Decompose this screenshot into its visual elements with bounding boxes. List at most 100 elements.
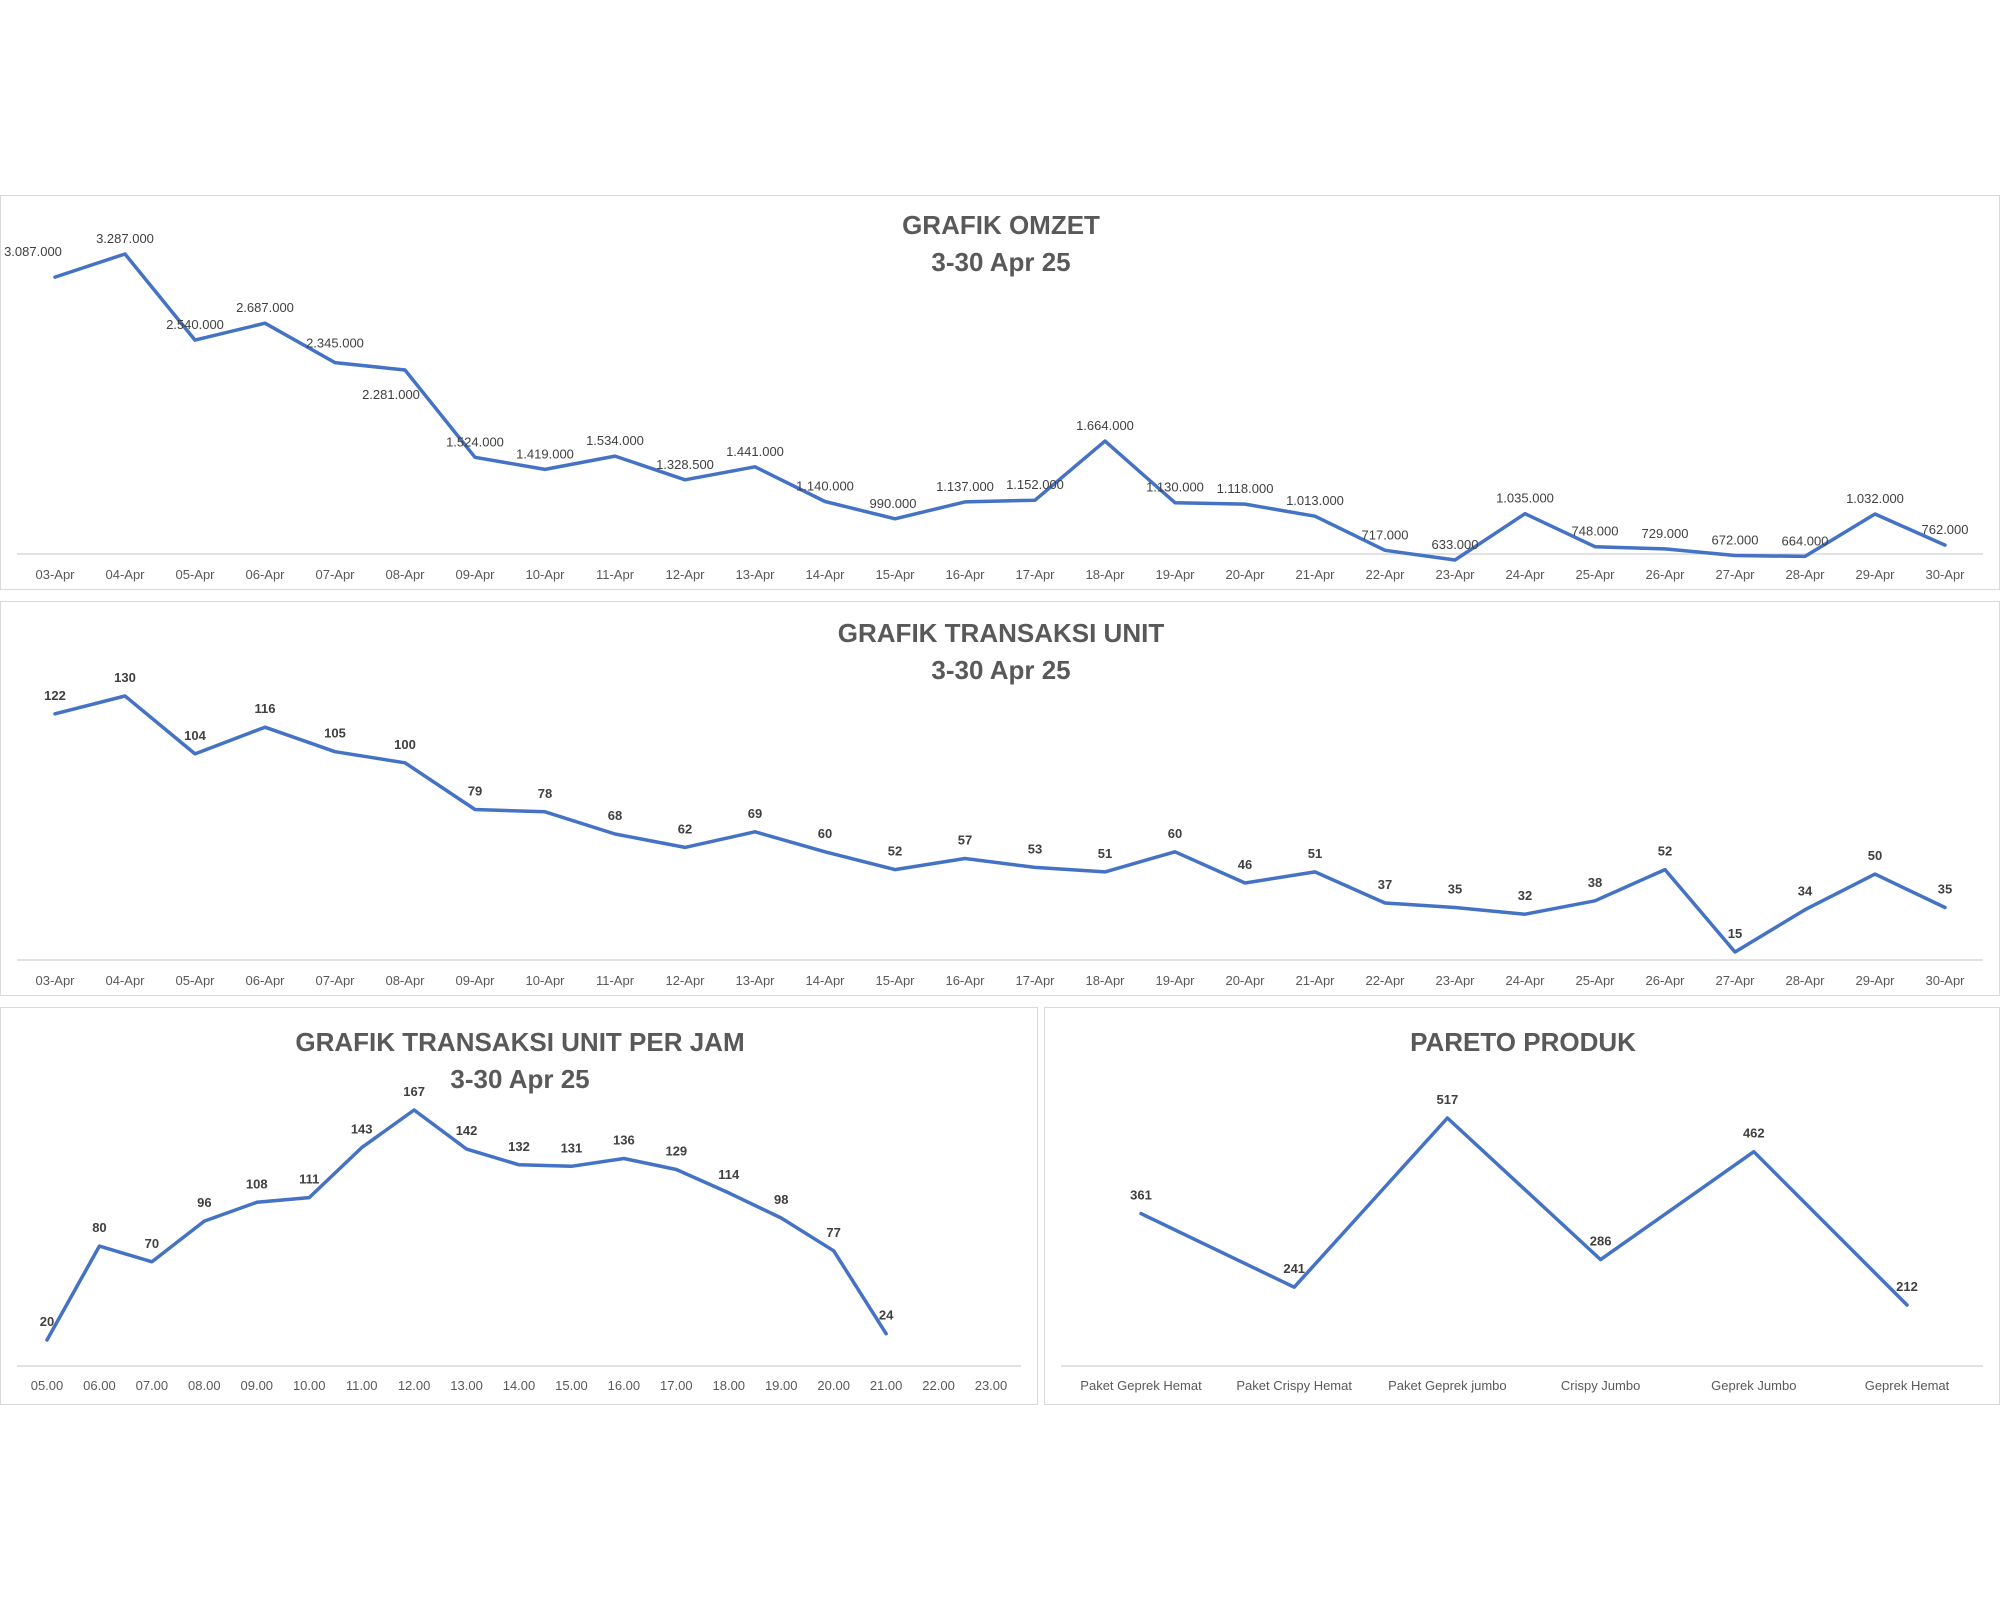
data-label: 1.013.000: [1286, 493, 1344, 508]
x-tick-label: 28-Apr: [1785, 567, 1825, 582]
x-tick-label: 14-Apr: [805, 973, 845, 988]
x-tick-label: 25-Apr: [1575, 567, 1615, 582]
chart-title: GRAFIK OMZET: [902, 210, 1100, 240]
data-label: 50: [1868, 848, 1882, 863]
x-tick-label: 23-Apr: [1435, 567, 1475, 582]
data-label: 104: [184, 728, 206, 743]
x-tick-label: 16-Apr: [945, 973, 985, 988]
data-label: 1.664.000: [1076, 418, 1134, 433]
data-label: 52: [1658, 844, 1672, 859]
data-label: 2.281.000: [362, 387, 420, 402]
data-label: 1.118.000: [1217, 481, 1274, 496]
data-label: 35: [1448, 881, 1462, 896]
data-label: 79: [468, 784, 482, 799]
x-tick-label: 12-Apr: [665, 973, 705, 988]
chart-panel-transaksi-unit: GRAFIK TRANSAKSI UNIT 3-30 Apr 25 03-Apr 04…: [0, 601, 2000, 996]
x-tick-label: 12-Apr: [665, 567, 705, 582]
x-tick-label: Paket Crispy Hemat: [1236, 1378, 1352, 1393]
data-label: 46: [1238, 857, 1252, 872]
x-tick-label: 20-Apr: [1225, 567, 1265, 582]
x-tick-label: 04-Apr: [105, 973, 145, 988]
x-tick-label: 19-Apr: [1155, 973, 1195, 988]
data-label: 1.152.000: [1006, 477, 1064, 492]
x-tick-label: 11-Apr: [596, 973, 635, 988]
data-label: 633.000: [1432, 537, 1479, 552]
data-label: 136: [613, 1133, 635, 1148]
data-label: 990.000: [870, 496, 917, 511]
data-label: 51: [1098, 846, 1112, 861]
x-tick-label: 18.00: [713, 1378, 746, 1393]
chart-subtitle: 3-30 Apr 25: [931, 247, 1070, 277]
x-tick-label: 27-Apr: [1715, 567, 1755, 582]
x-tick-label: 19-Apr: [1155, 567, 1195, 582]
data-label: 1.032.000: [1846, 491, 1904, 506]
data-label: 1.137.000: [936, 479, 994, 494]
x-tick-label: Geprek Hemat: [1865, 1378, 1950, 1393]
data-label: 3.087.000: [4, 244, 62, 259]
x-tick-label: 18-Apr: [1085, 567, 1125, 582]
data-label: 80: [92, 1220, 106, 1235]
chart-panel-omzet: GRAFIK OMZET 3-30 Apr 25 03-Apr 04-Apr 05-Ap…: [0, 195, 2000, 590]
x-tick-label: 16.00: [608, 1378, 641, 1393]
data-label: 748.000: [1572, 524, 1619, 539]
data-label: 70: [145, 1236, 159, 1251]
x-tick-label: 17.00: [660, 1378, 693, 1393]
x-tick-label: 09-Apr: [455, 973, 495, 988]
chart-panel-pareto-produk: PARETO PRODUK Paket Geprek Hemat Paket Cri…: [1044, 1007, 2000, 1405]
x-tick-label: 10-Apr: [525, 973, 565, 988]
x-tick-label: 20.00: [817, 1378, 850, 1393]
data-label: 3.287.000: [96, 231, 154, 246]
x-tick-label: 15-Apr: [875, 973, 915, 988]
data-label: 1.035.000: [1496, 491, 1554, 506]
data-label: 111: [299, 1172, 319, 1187]
x-tick-label: 14-Apr: [805, 567, 845, 582]
x-tick-label: 06.00: [83, 1378, 116, 1393]
x-tick-label: 05-Apr: [175, 567, 215, 582]
x-tick-label: 21-Apr: [1295, 567, 1335, 582]
x-tick-label: 28-Apr: [1785, 973, 1825, 988]
x-tick-label: 08-Apr: [385, 973, 425, 988]
data-label: 142: [456, 1123, 478, 1138]
data-label: 69: [748, 806, 762, 821]
x-tick-label: 25-Apr: [1575, 973, 1615, 988]
x-tick-label: 03-Apr: [35, 973, 75, 988]
data-label: 108: [246, 1176, 268, 1191]
data-label: 68: [608, 808, 622, 823]
x-tick-label: Paket Geprek jumbo: [1388, 1378, 1507, 1393]
x-tick-label: 05-Apr: [175, 973, 215, 988]
x-tick-label: 30-Apr: [1925, 973, 1965, 988]
x-tick-label: 17-Apr: [1015, 973, 1055, 988]
data-label: 32: [1518, 888, 1532, 903]
x-tick-label: 11.00: [346, 1378, 378, 1393]
data-label: 52: [888, 844, 902, 859]
data-label: 2.687.000: [236, 300, 294, 315]
data-label: 78: [538, 786, 552, 801]
x-tick-label: 05.00: [31, 1378, 64, 1393]
data-label: 38: [1588, 875, 1602, 890]
data-label: 762.000: [1922, 522, 1969, 537]
chart-subtitle: 3-30 Apr 25: [931, 655, 1070, 685]
data-label: 717.000: [1362, 527, 1409, 542]
data-label: 672.000: [1712, 533, 1759, 548]
data-label: 131: [561, 1140, 583, 1155]
x-tick-label: 13.00: [450, 1378, 483, 1393]
x-tick-label: 06-Apr: [245, 567, 285, 582]
series-line: [53, 694, 1947, 954]
chart-pareto-produk: PARETO PRODUK Paket Geprek Hemat Paket Cri…: [1061, 1027, 1983, 1393]
x-tick-label: 10-Apr: [525, 567, 565, 582]
data-label: 57: [958, 833, 972, 848]
x-tick-label: Paket Geprek Hemat: [1080, 1378, 1202, 1393]
data-label: 1.534.000: [586, 433, 644, 448]
x-tick-label: 06-Apr: [245, 973, 285, 988]
chart-omzet: GRAFIK OMZET 3-30 Apr 25 03-Apr 04-Apr 05-Ap…: [4, 210, 1983, 582]
data-label: 517: [1437, 1092, 1459, 1107]
x-tick-label: 10.00: [293, 1378, 326, 1393]
data-label: 114: [718, 1167, 740, 1182]
data-label: 361: [1130, 1188, 1152, 1203]
x-tick-label: Geprek Jumbo: [1711, 1378, 1796, 1393]
data-label: 37: [1378, 877, 1392, 892]
x-tick-label: 13-Apr: [735, 973, 775, 988]
data-label: 462: [1743, 1126, 1765, 1141]
x-tick-label: 23-Apr: [1435, 973, 1475, 988]
data-label: 132: [508, 1139, 530, 1154]
